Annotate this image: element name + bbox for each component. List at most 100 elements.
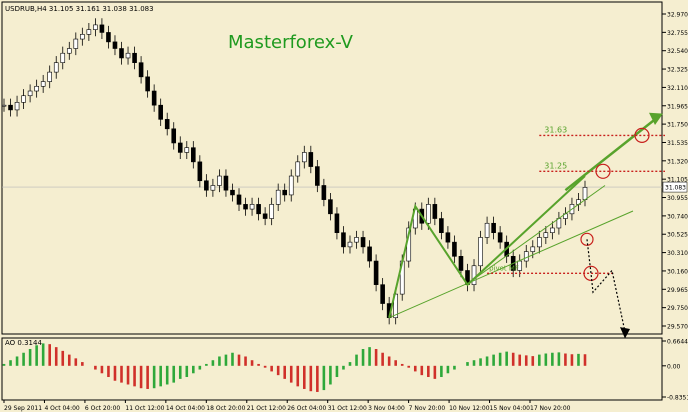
candle-body [334,213,340,234]
candle-body [523,251,529,262]
candle-body [171,128,177,144]
time-tick-label: 31 Oct 12:00 [328,405,367,412]
candle-body [360,237,366,248]
time-tick-label: 17 Nov 20:00 [530,405,571,412]
candle-body [151,90,157,106]
candle-body [471,265,477,285]
candle-body [93,24,98,30]
candle-body [308,152,314,167]
price-tick-label: 32.540 [667,48,688,55]
candle-body [347,241,353,248]
price-tick-label: 29.965 [667,287,688,294]
target-circle-31-63 [634,127,650,144]
candle-body [275,189,281,205]
candle-body [138,62,144,78]
candle-body [288,175,294,196]
candle-body [445,232,451,243]
price-tick-label: 29.750 [667,305,688,312]
candle-body [164,119,170,130]
candle-body [204,180,209,191]
ao-tick-label: 0.00 [667,363,681,370]
candle-body [112,41,118,49]
candle-body [249,204,255,210]
candle-body [47,71,52,82]
candle-body [256,204,261,215]
candle-body [27,90,33,97]
candle-body [14,102,20,111]
candle-body [373,260,379,285]
candle-body [315,166,320,186]
candle-body [380,284,385,304]
candle-body [230,189,235,196]
time-tick-label: 29 Sep 2011 [4,405,42,412]
candle-body [295,161,301,177]
candle-body [491,222,496,234]
candle-body [341,232,346,248]
candle-body [321,185,327,200]
projection-arrow-line [564,118,656,192]
time-tick-label: 4 Oct 04:00 [44,405,79,412]
bearish-arrowhead [620,327,630,339]
candle-body [354,237,359,243]
time-tick-label: 3 Nov 04:00 [368,405,405,412]
candle-body [243,204,248,210]
price-tick-label: 31.535 [667,140,688,147]
candle-body [262,213,268,219]
candle-body [34,85,39,92]
candle-body [40,81,46,87]
time-tick-label: 15 Nov 04:00 [490,405,531,412]
level-label-pivot: pivot MF [489,264,519,272]
level-label-31-63: 31.63 [544,125,567,134]
target-circle-31-25 [595,163,611,179]
candle-body [537,237,542,248]
candle-body [145,76,150,92]
candle-body [184,147,190,153]
candle-body [66,48,72,54]
ao-panel-frame [1,337,663,401]
time-tick-label: 18 Oct 20:00 [206,405,245,412]
candle-body [158,104,163,120]
candle-body [8,104,13,111]
price-tick-label: 30.955 [667,195,688,202]
candle-body [99,24,105,33]
projection-arrowhead [649,112,663,126]
candle-body [80,34,85,40]
candle-body [177,142,183,153]
level-label-31-25: 31.25 [544,161,567,170]
price-tick-label: 32.755 [667,30,688,37]
candle-body [217,175,222,186]
candle-body [119,48,124,59]
price-tick-label: 29.570 [667,324,688,331]
candle-body [301,152,307,163]
candle-body [328,199,333,215]
wave-zigzag-line [388,175,586,318]
current-price-label: 31.083 [665,185,686,192]
candle-body [432,204,438,219]
time-tick-label: 14 Oct 04:00 [166,405,205,412]
time-tick-label: 21 Oct 12:00 [247,405,286,412]
candle-body [478,237,483,267]
price-tick-label: 31.750 [667,122,688,129]
watermark-title: Masterforex-V [228,32,354,53]
candle-body [497,232,503,243]
candle-body [282,189,288,196]
support-trendline [388,210,634,319]
channel-lower-line [467,185,606,285]
price-tick-label: 31.965 [667,103,688,110]
candle-body [543,232,549,238]
price-tick-label: 32.110 [667,85,688,92]
candle-body [367,246,372,262]
time-tick-label: 6 Oct 20:00 [85,405,120,412]
candle-body [426,204,431,224]
price-tick-label: 31.105 [667,177,688,184]
candle-body [530,246,536,252]
time-tick-label: 26 Oct 04:00 [287,405,326,412]
ao-tick-label: 0.6644 [667,339,688,346]
time-tick-label: 7 Nov 20:00 [409,405,446,412]
candle-body [484,222,490,238]
alt-circle-upper [580,232,594,246]
candle-body [106,32,111,43]
alt-circle-pivot [583,265,599,281]
current-price-box [662,181,688,193]
